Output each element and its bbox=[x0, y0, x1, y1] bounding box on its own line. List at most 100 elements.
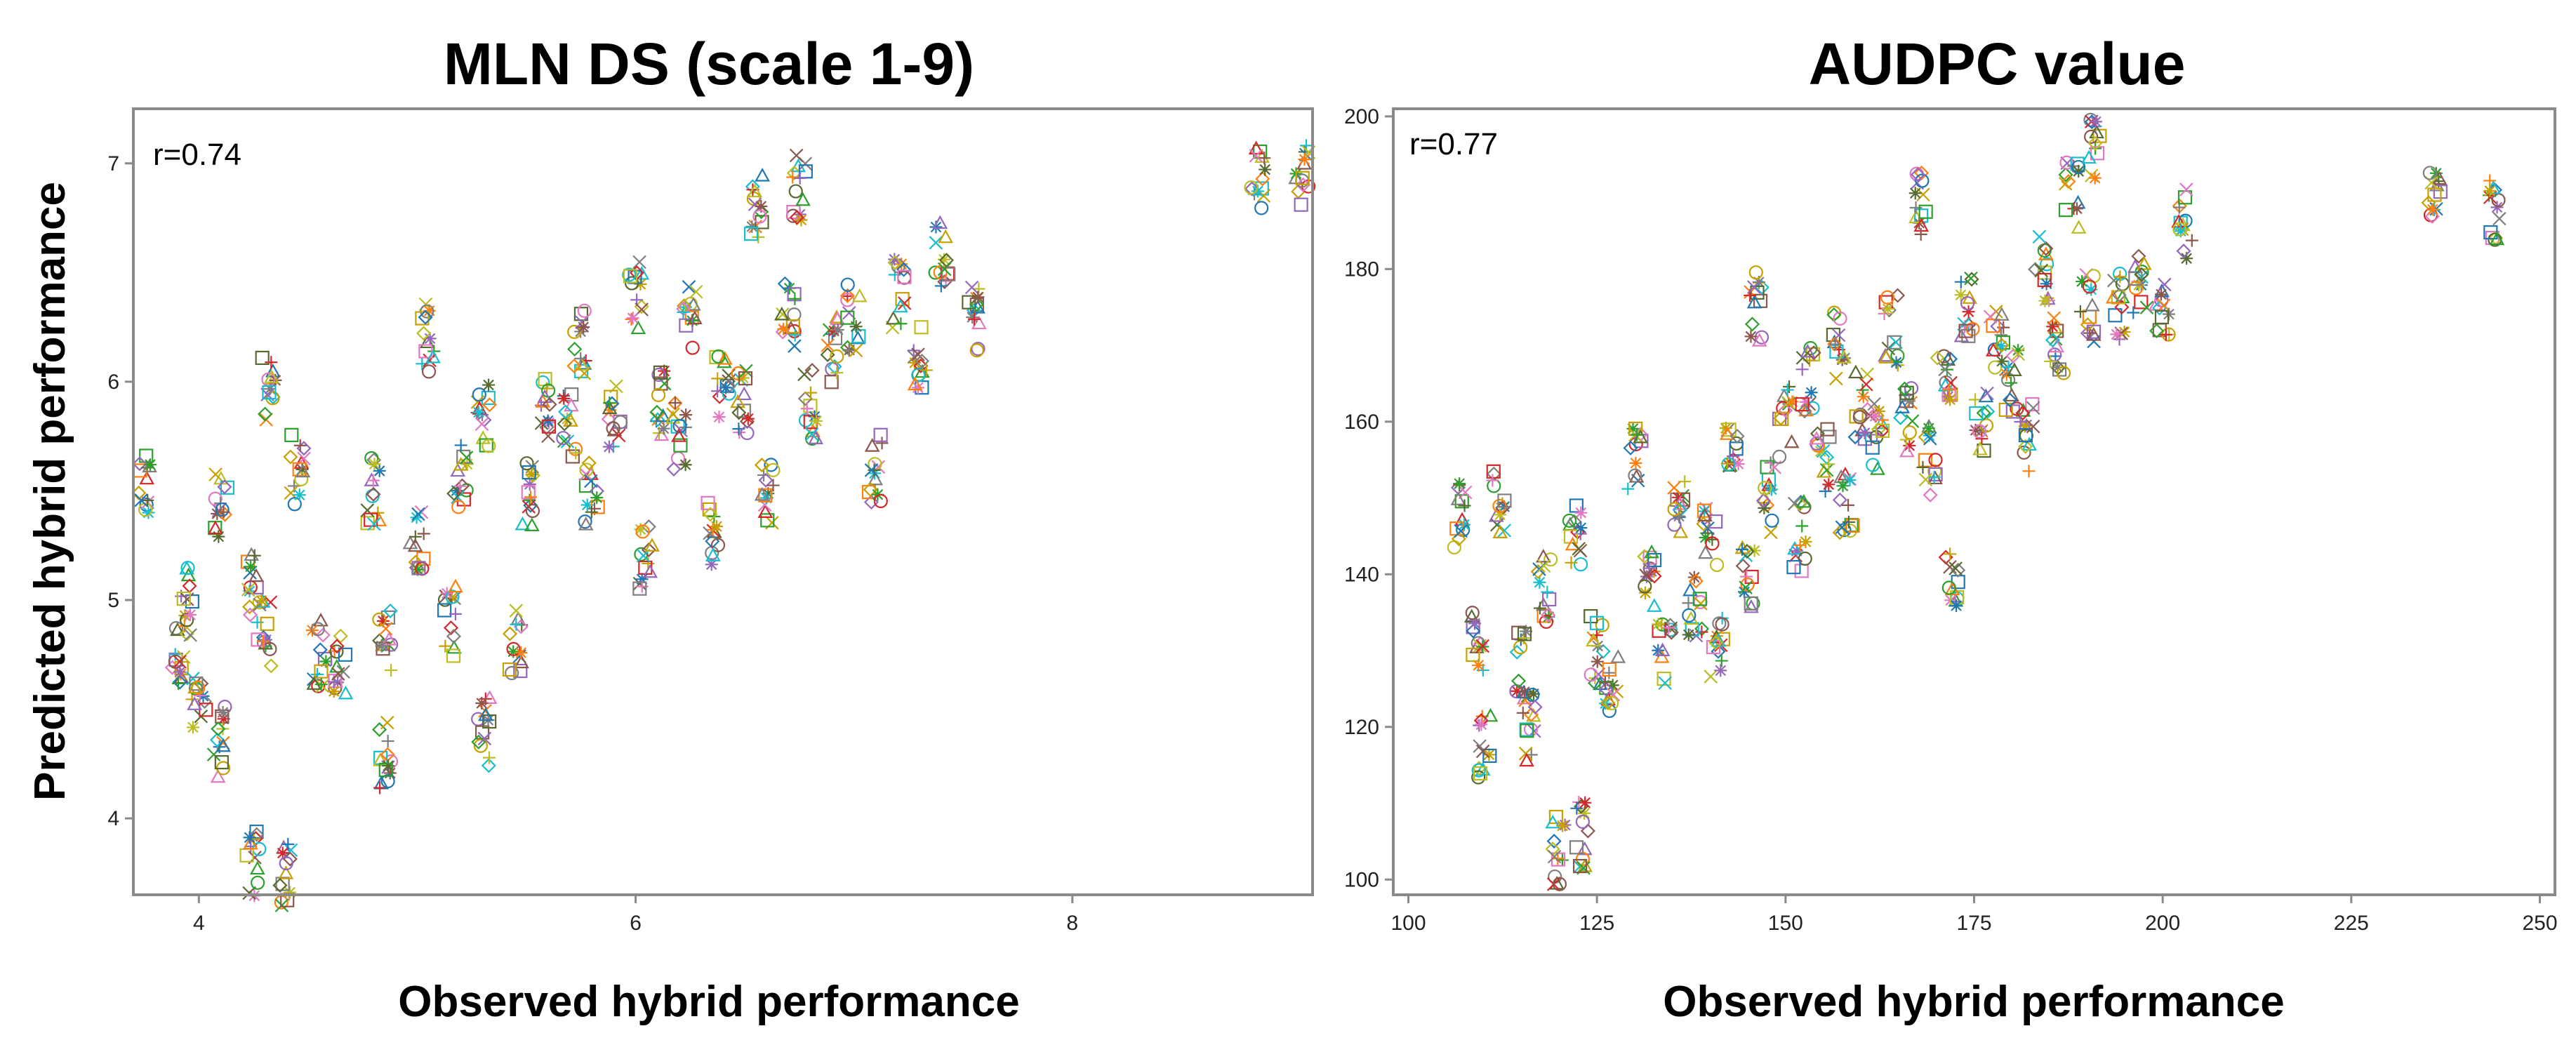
point-marker bbox=[712, 389, 727, 404]
point-marker bbox=[1803, 341, 1818, 356]
point-marker bbox=[1910, 167, 1926, 182]
point-marker bbox=[849, 320, 863, 333]
point-marker bbox=[2084, 129, 2099, 144]
point-marker bbox=[1758, 501, 1771, 514]
data-point bbox=[239, 824, 267, 903]
point-marker bbox=[786, 171, 799, 184]
point-marker bbox=[1542, 592, 1557, 607]
point-marker bbox=[2155, 288, 2168, 301]
point-marker bbox=[644, 538, 660, 552]
point-marker bbox=[2111, 290, 2125, 305]
point-marker bbox=[1547, 849, 1562, 864]
point-marker bbox=[1458, 485, 1473, 500]
point-marker bbox=[1569, 498, 1584, 513]
point-marker bbox=[1988, 360, 2003, 375]
point-marker bbox=[577, 366, 592, 380]
point-marker bbox=[2018, 427, 2033, 443]
point-marker bbox=[1903, 439, 1916, 452]
data-point bbox=[1244, 140, 1272, 215]
point-marker bbox=[1858, 426, 1871, 439]
x-tick-label: 100 bbox=[1390, 912, 1426, 935]
point-marker bbox=[2058, 203, 2073, 218]
point-marker bbox=[569, 446, 583, 460]
point-marker bbox=[1828, 338, 1842, 351]
point-marker bbox=[786, 166, 802, 181]
point-marker bbox=[1856, 383, 1869, 397]
data-point bbox=[1704, 611, 1730, 684]
point-marker bbox=[840, 310, 855, 325]
point-marker bbox=[896, 262, 912, 277]
point-marker bbox=[1837, 523, 1852, 538]
point-marker bbox=[2483, 184, 2497, 197]
point-marker bbox=[577, 303, 592, 318]
point-marker bbox=[1595, 618, 1609, 632]
point-marker bbox=[524, 517, 540, 532]
point-marker bbox=[2045, 332, 2061, 348]
point-marker bbox=[1748, 265, 1763, 280]
point-marker bbox=[567, 324, 582, 339]
data-point bbox=[885, 253, 912, 335]
point-marker bbox=[919, 364, 933, 377]
point-marker bbox=[1697, 503, 1712, 518]
point-marker bbox=[1473, 766, 1488, 781]
data-point bbox=[470, 378, 498, 453]
point-marker bbox=[887, 255, 903, 270]
point-marker bbox=[1738, 585, 1751, 599]
data-point bbox=[1755, 456, 1782, 540]
data-point bbox=[1696, 502, 1725, 573]
point-marker bbox=[1546, 834, 1562, 849]
data-point bbox=[272, 838, 298, 912]
point-marker bbox=[1450, 491, 1466, 505]
point-marker bbox=[296, 462, 309, 476]
point-marker bbox=[581, 455, 597, 471]
point-marker bbox=[2007, 362, 2022, 376]
point-marker bbox=[1565, 536, 1581, 551]
point-marker bbox=[632, 255, 646, 269]
point-marker bbox=[2051, 361, 2064, 374]
point-marker bbox=[310, 622, 325, 637]
point-marker bbox=[475, 696, 489, 710]
point-marker bbox=[1639, 568, 1653, 582]
point-marker bbox=[524, 491, 537, 504]
point-marker bbox=[376, 614, 390, 627]
y-tick-label: 140 bbox=[1344, 563, 1379, 586]
point-marker bbox=[1567, 514, 1582, 529]
data-point bbox=[1637, 544, 1662, 612]
point-marker bbox=[143, 458, 157, 472]
data-point bbox=[730, 364, 755, 441]
point-marker bbox=[641, 542, 656, 558]
point-marker bbox=[423, 353, 437, 368]
point-marker bbox=[717, 351, 733, 365]
point-marker bbox=[212, 530, 225, 543]
point-marker bbox=[360, 516, 375, 531]
point-marker bbox=[1589, 615, 1605, 630]
point-marker bbox=[739, 364, 753, 378]
x-tick-label: 225 bbox=[2334, 912, 2369, 935]
point-marker bbox=[2185, 234, 2198, 247]
point-marker bbox=[1517, 627, 1532, 641]
point-marker bbox=[914, 353, 930, 369]
data-point bbox=[1930, 349, 1958, 406]
point-marker bbox=[506, 641, 521, 657]
point-marker bbox=[180, 613, 194, 627]
point-marker bbox=[1644, 544, 1659, 559]
point-marker bbox=[242, 599, 258, 615]
point-marker bbox=[590, 491, 604, 505]
point-marker bbox=[415, 311, 430, 326]
point-marker bbox=[786, 204, 801, 220]
point-marker bbox=[2139, 300, 2154, 314]
point-marker bbox=[1591, 655, 1604, 668]
point-marker bbox=[2038, 241, 2054, 256]
point-marker bbox=[482, 397, 498, 413]
point-marker bbox=[894, 317, 908, 331]
point-marker bbox=[1720, 457, 1734, 470]
point-marker bbox=[381, 632, 397, 646]
point-marker bbox=[971, 315, 987, 330]
data-point bbox=[1545, 809, 1572, 891]
point-marker bbox=[938, 229, 954, 244]
point-marker bbox=[1928, 453, 1943, 467]
point-marker bbox=[1994, 338, 2010, 353]
point-marker bbox=[938, 253, 951, 266]
data-point bbox=[207, 467, 235, 543]
point-marker bbox=[1539, 614, 1554, 629]
